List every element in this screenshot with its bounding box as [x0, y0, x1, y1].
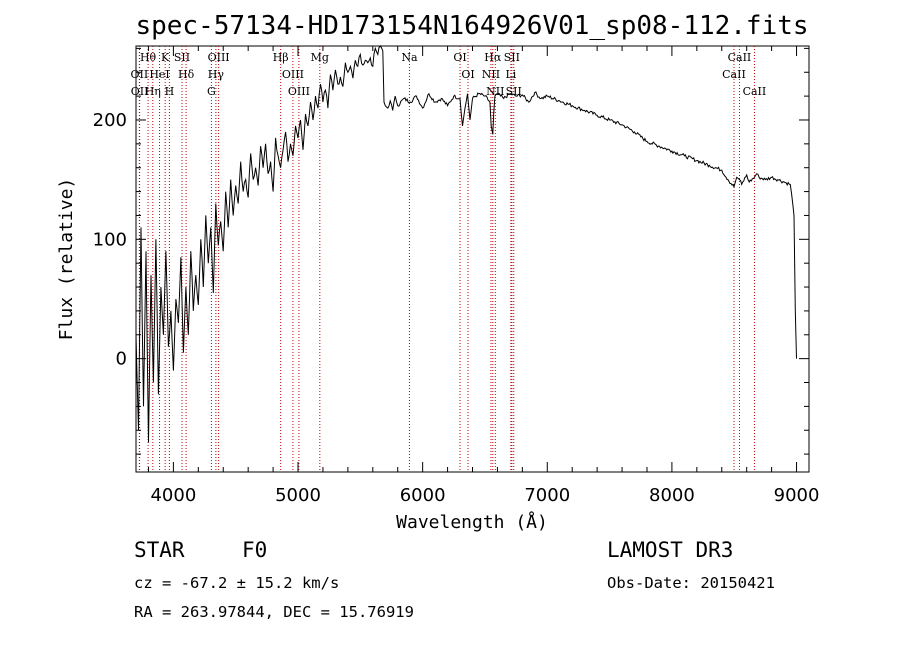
line-label-9: OIII	[208, 51, 230, 64]
y-tick-label-2: 200	[93, 110, 127, 131]
chart-title: spec-57134-HD173154N164926V01_sp08-112.f…	[135, 11, 808, 41]
obs-date-text: Obs-Date: 20150421	[607, 574, 775, 592]
line-label-27: CaII	[743, 85, 767, 98]
x-tick-label-1: 5000	[275, 485, 321, 506]
line-label-4: Hη	[145, 85, 161, 98]
line-label-15: Mg	[311, 51, 329, 64]
x-tick-label-2: 6000	[400, 485, 446, 506]
x-tick-label-4: 8000	[649, 485, 695, 506]
y-tick-labels: 0 100 200	[93, 110, 127, 370]
line-label-7: SII	[174, 51, 190, 64]
y-axis-label: Flux (relative)	[56, 178, 77, 341]
object-class: STAR	[134, 538, 185, 562]
x-tick-label-5: 9000	[774, 485, 820, 506]
line-label-1: OII	[131, 68, 149, 81]
axis-ticks	[136, 46, 809, 472]
plot-frame	[135, 45, 810, 473]
line-label-22: SII	[504, 51, 520, 64]
line-label-20: NII	[482, 68, 500, 81]
x-axis-label: Wavelength (Å)	[396, 511, 548, 533]
line-label-14: OIII	[288, 85, 310, 98]
line-label-8: Hδ	[178, 68, 195, 81]
y-tick-label-1: 100	[93, 229, 127, 250]
redshift-text: cz = -67.2 ± 15.2 km/s	[134, 574, 340, 592]
coordinates-text: RA = 263.97844, DEC = 15.76919	[134, 603, 414, 621]
line-label-26: CaII	[722, 68, 746, 81]
line-label-12: Hβ	[273, 51, 289, 64]
line-label-13: OIII	[282, 68, 304, 81]
line-label-23: Li	[505, 68, 516, 81]
line-label-16: Na	[401, 51, 418, 64]
line-label-10: Hγ	[208, 68, 225, 81]
object-subclass: F0	[242, 538, 268, 562]
line-label-19: Hα	[484, 51, 502, 64]
line-label-11: G	[207, 85, 216, 98]
line-label-5: K	[161, 51, 170, 64]
line-label-3: HeI	[149, 68, 169, 81]
emission-line-markers	[138, 46, 755, 472]
line-label-18: OI	[461, 68, 474, 81]
line-label-2: OII	[131, 85, 149, 98]
spectrum-series-line	[135, 45, 797, 443]
spectrum-chart: spec-57134-HD173154N164926V01_sp08-112.f…	[56, 11, 819, 533]
line-label-0: Hθ	[140, 51, 157, 64]
x-tick-label-3: 7000	[524, 485, 570, 506]
line-label-17: OI	[453, 51, 466, 64]
line-label-6: H	[165, 85, 175, 98]
survey-label: LAMOST DR3	[607, 538, 734, 562]
x-tick-labels: 4000 5000 6000 7000 8000 9000	[150, 485, 819, 506]
y-tick-label-0: 0	[116, 349, 127, 370]
line-label-25: CaII	[728, 51, 752, 64]
x-tick-label-0: 4000	[150, 485, 196, 506]
